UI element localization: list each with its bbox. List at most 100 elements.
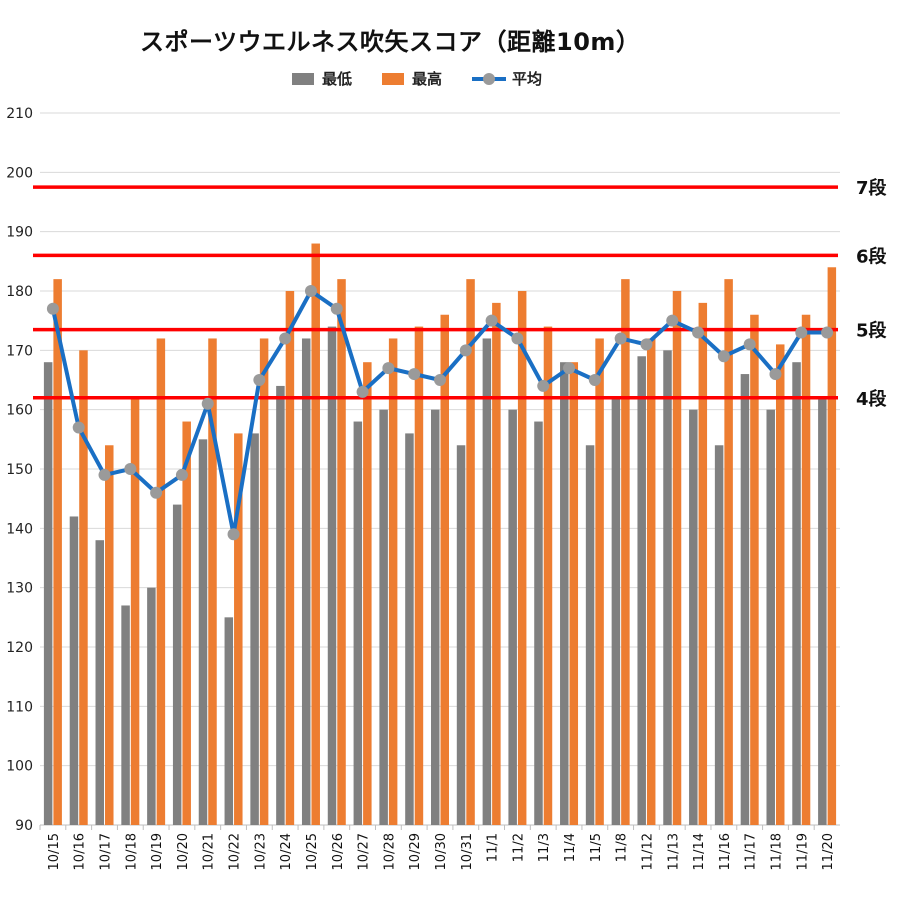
reference-line-label: 7段: [856, 177, 888, 199]
point-avg: [304, 285, 317, 297]
legend-swatch-max: [382, 72, 405, 85]
point-avg: [717, 350, 730, 363]
legend-label-min: 最低: [322, 70, 353, 88]
bar-min: [353, 421, 363, 825]
x-tick-label: 11/16: [718, 833, 733, 870]
y-tick-label: 140: [6, 521, 33, 537]
bar-min: [121, 605, 130, 825]
legend-item-avg: 平均: [472, 68, 542, 89]
bar-max: [698, 302, 708, 825]
y-tick-label: 190: [6, 225, 33, 241]
x-tick-label: 11/14: [692, 833, 707, 870]
point-avg: [330, 302, 343, 315]
bar-max: [724, 279, 733, 826]
point-avg: [743, 338, 756, 351]
point-avg: [150, 486, 163, 499]
x-tick-label: 11/17: [744, 833, 759, 870]
bar-min: [560, 362, 569, 825]
bar-min: [250, 433, 259, 825]
bar-max: [363, 362, 372, 825]
y-tick-label: 160: [6, 403, 33, 419]
bar-min: [766, 409, 775, 825]
bar-min: [431, 409, 440, 825]
bar-max: [569, 362, 579, 825]
bar-min: [714, 445, 724, 825]
bar-min: [818, 397, 827, 825]
series-line-avg: [50, 289, 828, 537]
bar-min: [611, 397, 621, 825]
bar-max: [259, 338, 269, 825]
bar-max: [440, 314, 449, 825]
x-tick-label: 10/20: [176, 833, 191, 870]
legend-item-max: 最高: [382, 68, 442, 89]
y-tick-label: 150: [6, 462, 33, 478]
bar-min: [689, 409, 698, 825]
point-avg: [201, 397, 214, 410]
legend: 最低 最高 平均: [292, 68, 572, 89]
bar-max: [621, 279, 630, 826]
point-avg: [46, 302, 59, 315]
bar-min: [792, 362, 801, 825]
point-avg: [356, 385, 369, 398]
point-avg: [563, 362, 576, 375]
reference-line-label: 4段: [856, 388, 888, 410]
legend-item-min: 最低: [292, 68, 352, 89]
legend-swatch-avg: [472, 72, 507, 86]
legend-swatch-min: [292, 72, 314, 85]
y-tick-label: 120: [6, 640, 33, 656]
point-avg: [614, 332, 627, 345]
point-avg: [72, 421, 85, 434]
bar-max: [311, 243, 320, 826]
point-avg: [408, 368, 421, 381]
bar-max: [234, 433, 243, 825]
y-tick-label: 90: [15, 818, 33, 834]
x-tick-label: 11/20: [821, 833, 836, 870]
point-avg: [124, 463, 137, 475]
bar-max: [595, 338, 604, 825]
bar-max: [750, 314, 759, 825]
bar-min: [534, 421, 543, 825]
x-tick-label: 10/22: [228, 833, 243, 870]
point-avg: [795, 326, 808, 339]
x-tick-label: 11/8: [615, 833, 630, 862]
bar-min: [637, 356, 646, 825]
y-tick-label: 130: [6, 581, 33, 597]
point-avg: [511, 332, 524, 345]
point-avg: [821, 326, 834, 339]
legend-label-max: 最高: [412, 70, 443, 88]
bar-min: [456, 445, 466, 825]
bar-min: [482, 338, 492, 825]
y-tick-label: 110: [6, 699, 33, 715]
reference-line-label: 6段: [856, 245, 888, 267]
point-avg: [279, 332, 292, 345]
x-tick-label: 10/30: [434, 833, 449, 870]
x-tick-label: 11/3: [537, 833, 552, 862]
y-tick-label: 200: [6, 165, 33, 181]
bar-max: [53, 279, 62, 826]
x-tick-label: 10/18: [124, 833, 139, 870]
y-tick-label: 210: [6, 106, 33, 122]
x-tick-label: 10/19: [150, 833, 165, 870]
bar-max: [672, 291, 682, 825]
point-avg: [769, 368, 782, 381]
bar-max: [801, 314, 811, 825]
point-avg: [253, 374, 266, 386]
point-avg: [692, 326, 705, 339]
x-tick-label: 10/26: [331, 833, 346, 870]
bar-min: [69, 516, 79, 825]
bar-max: [105, 445, 114, 825]
bar-min: [276, 385, 285, 825]
bar-min: [172, 504, 182, 825]
bar-max: [543, 326, 553, 825]
x-tick-label: 10/21: [202, 833, 217, 870]
y-tick-label: 100: [6, 759, 33, 775]
point-avg: [640, 338, 653, 351]
bar-max: [388, 338, 398, 825]
bar-max: [79, 350, 88, 825]
x-tick-label: 11/13: [666, 833, 681, 870]
bar-max: [827, 267, 837, 825]
bar-max: [517, 291, 527, 825]
point-avg: [537, 379, 550, 392]
x-tick-label: 11/2: [511, 833, 526, 862]
chart-title: スポーツウエルネス吹矢スコア（距離10m）: [140, 28, 641, 56]
